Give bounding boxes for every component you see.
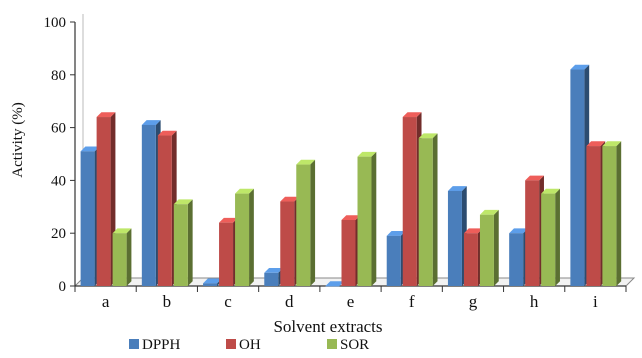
bar	[219, 222, 234, 286]
bar-top	[386, 231, 406, 236]
bar	[386, 235, 401, 286]
bar	[296, 164, 311, 286]
bar-side	[126, 228, 132, 286]
bar	[112, 233, 127, 286]
legend-swatch	[129, 339, 139, 349]
x-tick-label: g	[469, 292, 478, 311]
y-tick-label: 80	[51, 68, 66, 84]
bar	[96, 117, 111, 286]
bar-top	[264, 268, 284, 273]
bar-top	[203, 278, 222, 284]
bar-top	[570, 64, 590, 70]
bar-top	[418, 133, 438, 139]
x-tick-label: b	[163, 292, 172, 311]
bar-top	[525, 175, 544, 181]
y-tick-label: 0	[59, 279, 67, 295]
bar-top	[96, 112, 116, 118]
bars	[80, 64, 622, 287]
bar-top	[402, 112, 422, 118]
x-tick-label: i	[593, 292, 598, 311]
bar	[157, 135, 172, 286]
x-tick-label: h	[530, 292, 539, 311]
bar-side	[249, 188, 254, 286]
bar-top	[541, 188, 560, 194]
bar-top	[173, 199, 193, 205]
y-axis-label: Activity (%)	[10, 102, 26, 177]
bar-side	[493, 209, 499, 286]
bar-top	[157, 130, 177, 136]
bar-side	[371, 151, 377, 286]
x-tick-label: c	[224, 292, 232, 311]
bar	[173, 204, 188, 286]
legend-label: DPPH	[142, 337, 181, 353]
legend-swatch	[226, 339, 236, 349]
bar-side	[310, 159, 316, 286]
bar	[602, 146, 617, 286]
bar-top	[479, 209, 499, 215]
bar	[418, 138, 433, 286]
bar	[341, 220, 356, 286]
bar-side	[616, 141, 622, 286]
bar	[80, 151, 95, 286]
bar	[203, 283, 218, 286]
bar	[463, 233, 478, 286]
bar	[509, 233, 524, 286]
bar-side	[432, 133, 438, 286]
bar-top	[509, 228, 528, 234]
bar-side	[187, 199, 193, 286]
bar-top	[112, 228, 132, 234]
x-tick-label: a	[102, 292, 110, 311]
bar-top	[602, 141, 622, 147]
x-tick-label: f	[409, 292, 415, 311]
bar	[525, 180, 540, 286]
bar-top	[235, 188, 254, 194]
bar	[479, 214, 494, 286]
bar-top	[325, 281, 345, 286]
bar	[357, 156, 372, 286]
bar	[280, 201, 295, 286]
bar	[586, 146, 601, 286]
bar-top	[447, 186, 467, 191]
y-tick-label: 100	[44, 15, 67, 31]
bar	[541, 193, 556, 286]
bar-top	[357, 151, 377, 157]
y-tick-label: 60	[51, 121, 66, 137]
legend-label: OH	[239, 337, 261, 353]
x-tick-label: d	[285, 292, 294, 311]
x-axis-label: Solvent extracts	[273, 317, 382, 336]
bar-top	[341, 215, 361, 220]
y-tick-label: 40	[51, 173, 66, 189]
legend-swatch	[327, 339, 337, 349]
bar	[402, 117, 417, 286]
legend-label: SOR	[340, 337, 369, 353]
bar	[235, 193, 250, 286]
bar-top	[141, 120, 161, 125]
bar-top	[586, 141, 606, 147]
x-tick-label: e	[347, 292, 355, 311]
labels: 0 20 40 60 80 100 a b c d e f g h i	[44, 15, 599, 311]
bar	[325, 286, 340, 287]
bar	[570, 69, 585, 287]
bar-top	[80, 146, 100, 152]
bar	[141, 124, 156, 287]
legend: DPPH OH SOR	[129, 337, 369, 353]
bar-top	[463, 228, 483, 234]
bar-side	[555, 188, 560, 286]
bar-top	[296, 159, 316, 165]
bar-top	[219, 217, 238, 223]
bar	[264, 272, 279, 286]
bar	[447, 190, 462, 286]
y-tick-label: 20	[51, 226, 66, 242]
bar-top	[280, 196, 300, 202]
